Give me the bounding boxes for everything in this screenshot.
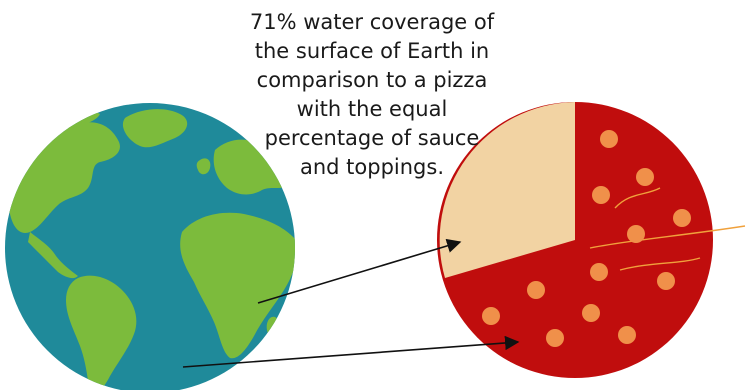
caption-line: the surface of Earth in: [254, 39, 490, 63]
pepperoni-topping: [546, 329, 564, 347]
caption: 71% water coverage of the surface of Ear…: [212, 8, 532, 182]
land-central-america: [28, 232, 78, 279]
pepperoni-topping: [592, 186, 610, 204]
pepperoni-topping: [590, 263, 608, 281]
land-british-isles: [196, 158, 211, 175]
caption-line: 71% water coverage of: [249, 10, 495, 34]
land-greenland: [122, 109, 188, 148]
caption-line: percentage of sauce: [264, 126, 480, 150]
land-africa: [180, 212, 295, 359]
caption-line: comparison to a pizza: [256, 68, 488, 92]
caption-line: and toppings.: [299, 155, 445, 179]
pizza: [437, 102, 746, 378]
cheese-strand: [589, 225, 746, 249]
pepperoni-topping: [657, 272, 675, 290]
pepperoni-topping: [527, 281, 545, 299]
pepperoni-topping: [673, 209, 691, 227]
land-south-america: [66, 275, 137, 390]
pepperoni-topping: [482, 307, 500, 325]
cheese-strand: [619, 257, 701, 271]
pizza-plain-slice: [439, 102, 575, 278]
pepperoni-topping: [582, 304, 600, 322]
arrow-water-to-sauce: [182, 335, 520, 368]
pepperoni-topping: [618, 326, 636, 344]
pepperoni-topping: [627, 225, 645, 243]
cheese-strand: [614, 187, 661, 209]
caption-line: with the equal: [296, 97, 448, 121]
pepperoni-topping: [636, 168, 654, 186]
arrow-land-to-plain-slice: [257, 238, 462, 304]
pepperoni-topping: [600, 130, 618, 148]
